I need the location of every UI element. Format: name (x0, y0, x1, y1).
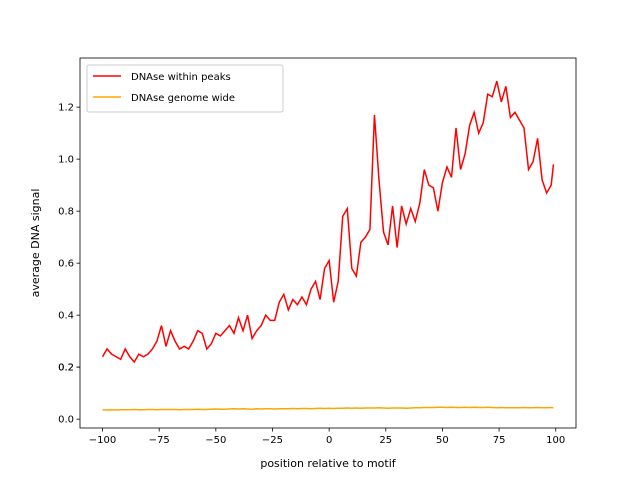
legend-label: DNAse genome wide (131, 93, 235, 104)
x-tick-label: 0 (326, 435, 332, 446)
y-tick-label: 0.2 (58, 363, 74, 374)
x-tick-label: 50 (436, 435, 449, 446)
y-tick-label: 0.6 (58, 259, 74, 270)
x-tick-label: −75 (149, 435, 170, 446)
plot-frame (79, 57, 577, 429)
data-line (102, 406, 554, 411)
x-tick-label: −25 (262, 435, 283, 446)
x-tick-label: −100 (89, 435, 116, 446)
legend-box (86, 64, 284, 113)
x-tick-label: −50 (205, 435, 226, 446)
data-line (101, 80, 555, 364)
y-axis-label: average DNA signal (29, 189, 42, 298)
legend-label: DNAse within peaks (131, 72, 231, 83)
x-tick-label: 25 (379, 435, 392, 446)
y-tick-label: 0.4 (58, 311, 74, 322)
x-axis-label: position relative to motif (260, 457, 396, 470)
y-tick-label: 0.8 (58, 207, 74, 218)
x-tick-label: 100 (546, 435, 565, 446)
y-tick-label: 0.2 (58, 363, 74, 374)
y-tick-label: 0.0 (58, 415, 74, 426)
y-tick-label: 1.0 (58, 155, 74, 166)
x-tick-label: 75 (493, 435, 506, 446)
y-tick-label: 1.2 (58, 103, 74, 114)
